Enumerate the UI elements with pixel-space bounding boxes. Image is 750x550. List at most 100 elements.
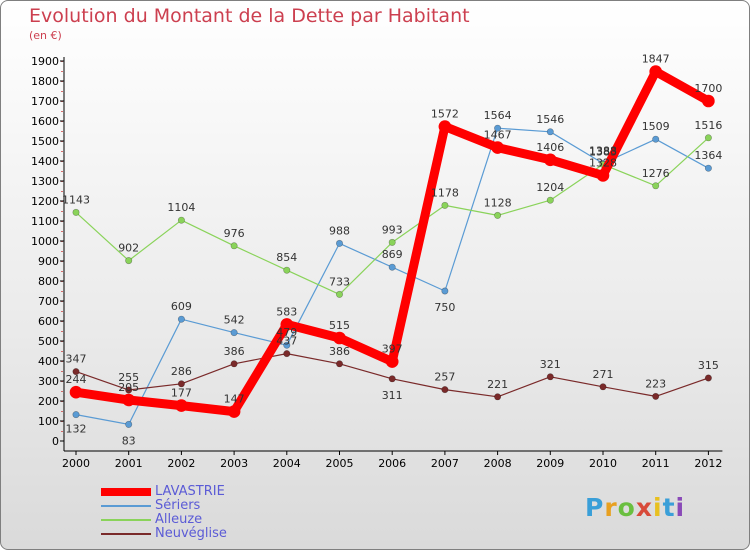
logo-letter: i — [675, 493, 686, 522]
data-label: 386 — [224, 345, 245, 358]
y-tick-label: 1600 — [31, 115, 59, 128]
data-label: 1546 — [536, 113, 564, 126]
x-tick-label: 2008 — [484, 457, 512, 470]
data-point — [335, 290, 343, 298]
logo-letter: t — [662, 493, 676, 522]
data-label: 311 — [382, 389, 403, 402]
y-tick-label: 1300 — [31, 175, 59, 188]
data-point — [385, 355, 399, 368]
data-label: 750 — [434, 301, 455, 314]
data-point — [125, 257, 133, 265]
data-label: 223 — [645, 377, 666, 390]
data-label: 1516 — [694, 119, 722, 132]
data-label: 147 — [224, 393, 245, 406]
data-point — [175, 399, 188, 412]
data-point — [230, 242, 238, 250]
data-label: 869 — [382, 248, 403, 261]
data-point — [704, 164, 712, 172]
data-label: 397 — [382, 343, 403, 356]
y-tick-label: 1900 — [31, 55, 59, 68]
y-tick-label: 1800 — [31, 75, 59, 88]
data-label: 177 — [171, 387, 192, 400]
data-label: 1509 — [642, 120, 670, 133]
y-tick-label: 400 — [38, 355, 59, 368]
y-tick-label: 1200 — [31, 195, 59, 208]
x-tick-label: 2011 — [642, 457, 670, 470]
logo-letter: r — [604, 493, 618, 522]
data-label: 386 — [329, 345, 350, 358]
data-label: 479 — [276, 326, 297, 339]
data-point — [438, 120, 452, 133]
data-label: 733 — [329, 275, 350, 288]
y-tick-label: 500 — [38, 335, 59, 348]
data-point — [177, 315, 185, 323]
data-label: 1128 — [484, 196, 512, 209]
data-label: 437 — [276, 335, 297, 348]
data-label: 1204 — [536, 181, 564, 194]
data-label: 1364 — [694, 149, 722, 162]
data-label: 1467 — [484, 129, 512, 142]
data-point — [283, 341, 291, 349]
data-point — [333, 331, 346, 345]
x-tick-label: 2006 — [378, 457, 406, 470]
data-label: 83 — [122, 434, 136, 447]
legend-label: Neuvéglise — [155, 526, 227, 541]
proxiti-logo: Proxiti — [585, 493, 685, 522]
x-tick-label: 2003 — [220, 457, 248, 470]
data-label: 205 — [118, 381, 139, 394]
legend-swatch — [101, 488, 151, 496]
data-point — [652, 392, 660, 400]
y-tick-label: 1700 — [31, 95, 59, 108]
data-point — [649, 65, 663, 78]
x-tick-label: 2005 — [326, 457, 354, 470]
legend-swatch — [101, 533, 151, 535]
data-point — [230, 329, 238, 337]
logo-letter: i — [653, 493, 663, 522]
data-label: 221 — [487, 378, 508, 391]
data-point — [125, 386, 133, 394]
data-point — [122, 393, 135, 407]
data-label: 1700 — [694, 82, 722, 95]
data-point — [177, 380, 185, 388]
data-point — [596, 169, 610, 182]
x-tick-label: 2009 — [536, 457, 564, 470]
data-point — [227, 405, 241, 418]
legend-label: LAVASTRIE — [155, 484, 225, 499]
legend-label: Alleuze — [155, 512, 203, 527]
y-tick-label: 800 — [38, 275, 59, 288]
y-tick-label: 900 — [38, 255, 59, 268]
data-point — [702, 94, 715, 108]
data-point — [72, 411, 80, 419]
data-label: 976 — [224, 227, 245, 240]
data-point — [125, 420, 133, 428]
data-point — [543, 153, 557, 167]
y-tick-label: 0 — [52, 435, 59, 448]
data-label: 1383 — [589, 145, 617, 158]
data-label: 902 — [118, 242, 139, 255]
data-label: 515 — [329, 319, 350, 332]
data-point — [177, 216, 185, 224]
data-label: 347 — [66, 353, 87, 366]
data-point — [704, 134, 712, 142]
data-point — [494, 393, 502, 401]
data-label: 132 — [66, 423, 87, 436]
data-label: 1564 — [484, 109, 512, 122]
data-label: 257 — [434, 371, 455, 384]
data-label: 315 — [698, 359, 719, 372]
data-label: 854 — [276, 251, 297, 264]
legend-label: Sériers — [155, 498, 201, 513]
data-point — [546, 196, 554, 204]
data-point — [388, 238, 396, 246]
data-label: 1406 — [536, 141, 564, 154]
y-tick-label: 1000 — [31, 235, 59, 248]
x-tick-label: 2004 — [273, 457, 301, 470]
logo-letter: o — [617, 493, 636, 522]
data-label: 1388 — [589, 144, 617, 157]
data-point — [283, 350, 291, 358]
y-tick-label: 1100 — [31, 215, 59, 228]
data-label: 542 — [224, 314, 245, 327]
data-label: 993 — [382, 223, 403, 236]
y-tick-label: 300 — [38, 375, 59, 388]
data-label: 1143 — [62, 193, 90, 206]
